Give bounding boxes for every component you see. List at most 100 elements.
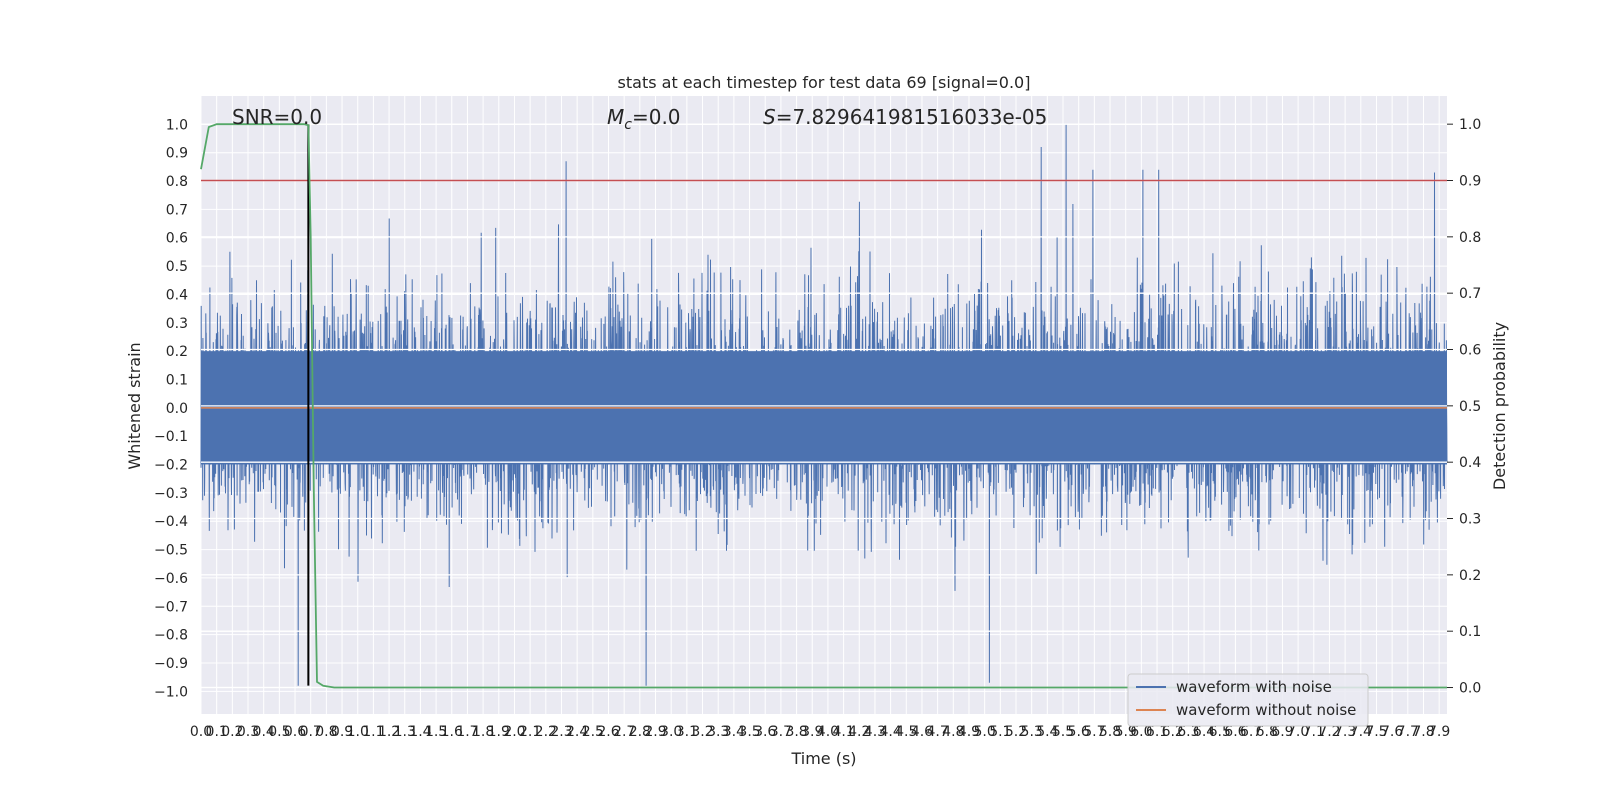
x-tick-label: 1.4: [409, 724, 431, 740]
x-tick-label: 4.0: [817, 724, 839, 740]
x-tick-label: 1.7: [456, 724, 478, 740]
x-tick-label: 6.6: [1224, 724, 1246, 740]
y2-tick-label: 0.1: [1459, 624, 1481, 640]
y-tick-label: 0.6: [166, 231, 188, 247]
x-tick-label: 4.5: [895, 724, 917, 740]
x-tick-label: 2.4: [566, 724, 588, 740]
y2-tick-label: 1.0: [1459, 117, 1481, 133]
x-axis-label: Time (s): [790, 749, 856, 768]
x-tick-label: 4.3: [864, 724, 886, 740]
x-tick-label: 7.5: [1365, 724, 1387, 740]
y2-tick-label: 0.6: [1459, 343, 1481, 359]
x-tick-label: 6.7: [1240, 724, 1262, 740]
legend-label-noise: waveform with noise: [1176, 678, 1332, 696]
y-tick-label: −0.2: [154, 458, 188, 474]
y-tick-label: 1.0: [166, 117, 188, 133]
x-tick-label: 0.5: [268, 724, 290, 740]
y-tick-label: 0.3: [166, 316, 188, 332]
x-tick-label: 2.6: [597, 724, 619, 740]
x-tick-label: 6.1: [1146, 724, 1168, 740]
y2-tick-label: 0.4: [1459, 455, 1481, 471]
x-tick-label: 4.1: [832, 724, 854, 740]
y-axis-label: Whitened strain: [125, 342, 144, 469]
y2-tick-label: 0.2: [1459, 568, 1481, 584]
legend-label-clean: waveform without noise: [1176, 701, 1356, 719]
y-tick-label: 0.5: [166, 259, 188, 275]
x-tick-label: 5.8: [1099, 724, 1121, 740]
y-tick-label: −0.1: [154, 429, 188, 445]
y-tick-label: 0.1: [166, 372, 188, 388]
x-tick-label: 1.5: [425, 724, 447, 740]
x-tick-label: 1.6: [441, 724, 463, 740]
x-tick-label: 7.4: [1350, 724, 1372, 740]
x-tick-label: 0.3: [237, 724, 259, 740]
x-tick-label: 5.3: [1021, 724, 1043, 740]
y-tick-label: 0.7: [166, 202, 188, 218]
x-tick-label: 7.6: [1381, 724, 1403, 740]
x-tick-label: 3.6: [754, 724, 776, 740]
y2-tick-label: 0.3: [1459, 512, 1481, 528]
y-tick-label: −0.5: [154, 543, 188, 559]
x-tick-label: 6.8: [1256, 724, 1278, 740]
x-tick-label: 6.3: [1177, 724, 1199, 740]
chart-title: stats at each timestep for test data 69 …: [618, 73, 1031, 92]
x-tick-label: 6.9: [1271, 724, 1293, 740]
x-tick-label: 1.2: [378, 724, 400, 740]
y-axis-ticks: 1.0 0.9 0.8 0.7 0.6 0.5 0.4 0.3 0.2 0.1 0.0 −0.1 −0.…: [154, 117, 188, 700]
x-tick-label: 3.1: [676, 724, 698, 740]
x-tick-label: 0.4: [253, 724, 275, 740]
chirp-mass-symbol: M: [607, 105, 624, 129]
x-tick-label: 5.6: [1068, 724, 1090, 740]
s-value: =7.829641981516033e-05: [776, 105, 1048, 129]
x-tick-label: 5.5: [1052, 724, 1074, 740]
x-tick-label: 7.8: [1412, 724, 1434, 740]
snr-annotation: SNR=0.0: [232, 105, 322, 129]
y2-tick-label: 0.5: [1459, 399, 1481, 415]
x-tick-label: 6.0: [1130, 724, 1152, 740]
x-tick-label: 7.1: [1303, 724, 1325, 740]
x-tick-label: 4.2: [848, 724, 870, 740]
x-tick-label: 0.6: [284, 724, 306, 740]
x-tick-label: 7.2: [1318, 724, 1340, 740]
x-tick-label: 2.5: [582, 724, 604, 740]
x-tick-label: 4.8: [942, 724, 964, 740]
x-tick-label: 6.5: [1209, 724, 1231, 740]
x-tick-label: 1.0: [347, 724, 369, 740]
x-tick-label: 2.7: [613, 724, 635, 740]
x-tick-label: 1.9: [488, 724, 510, 740]
x-tick-label: 5.4: [1036, 724, 1058, 740]
y2-axis-label: Detection probability: [1490, 322, 1509, 490]
chirp-mass-subscript: c: [624, 117, 632, 133]
y2-tick-label: 0.0: [1459, 681, 1481, 697]
x-tick-label: 3.8: [785, 724, 807, 740]
chirp-mass-annotation: Mc=0.0: [607, 105, 681, 133]
x-tick-label: 0.2: [221, 724, 243, 740]
y-tick-label: 0.0: [166, 401, 188, 417]
x-tick-label: 4.9: [958, 724, 980, 740]
x-tick-label: 3.0: [660, 724, 682, 740]
x-tick-label: 2.0: [503, 724, 525, 740]
x-tick-label: 2.1: [519, 724, 541, 740]
x-tick-label: 3.3: [707, 724, 729, 740]
x-tick-label: 3.5: [738, 724, 760, 740]
y-tick-label: −0.7: [154, 599, 188, 615]
x-tick-label: 5.2: [1005, 724, 1027, 740]
y-tick-label: −0.6: [154, 571, 188, 587]
x-tick-label: 7.7: [1397, 724, 1419, 740]
x-tick-label: 1.3: [394, 724, 416, 740]
x-tick-label: 5.9: [1115, 724, 1137, 740]
x-tick-label: 3.9: [801, 724, 823, 740]
s-annotation: S=7.829641981516033e-05: [763, 105, 1047, 129]
x-tick-label: 0.1: [206, 724, 228, 740]
series-line-detection-probability: [200, 123, 1447, 689]
y2-axis-ticks: 1.0 0.9 0.8 0.7 0.6 0.5 0.4 0.3 0.2 0.1 0.0: [1447, 117, 1481, 697]
x-tick-label: 5.7: [1083, 724, 1105, 740]
x-tick-label: 6.2: [1162, 724, 1184, 740]
x-tick-label: 4.6: [911, 724, 933, 740]
legend: waveform with noise waveform without noi…: [1127, 673, 1369, 727]
x-tick-label: 5.1: [989, 724, 1011, 740]
y-tick-label: 0.4: [166, 287, 188, 303]
x-tick-label: 4.4: [879, 724, 901, 740]
x-tick-label: 3.2: [691, 724, 713, 740]
